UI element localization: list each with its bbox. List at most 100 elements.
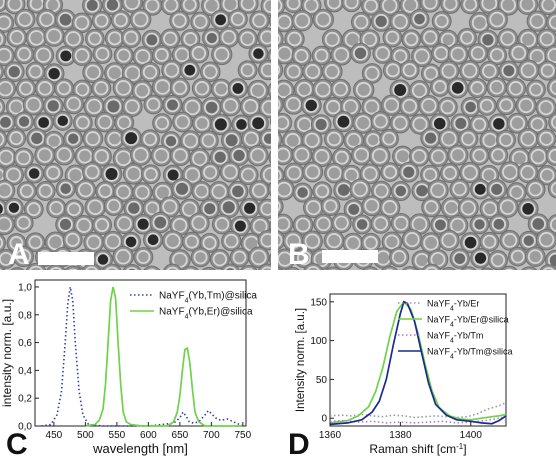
particle-b: [381, 265, 398, 270]
plot-frame: [34, 279, 247, 427]
particle-a: [257, 27, 271, 48]
particle-a: [140, 129, 160, 150]
series-line-1: [85, 286, 243, 427]
particle-a: [91, 10, 112, 31]
particle-b: [437, 96, 458, 118]
x-tick-label: 450: [46, 430, 63, 441]
particle-b: [479, 198, 501, 219]
particle-a: [211, 214, 233, 235]
particle-a: [34, 78, 56, 99]
particle-a: [71, 12, 93, 34]
particle-b: [429, 77, 450, 97]
particle-a: [219, 161, 241, 183]
particle-a: [36, 8, 58, 30]
particle-b: [467, 78, 488, 98]
particle-a: [162, 164, 184, 186]
particle-a: [23, 199, 44, 220]
tem-particles-a: [0, 0, 271, 270]
particle-b: [457, 197, 479, 219]
particle-a: [120, 127, 142, 149]
particle-b: [278, 112, 293, 133]
particle-a: [140, 164, 161, 185]
particle-a: [0, 146, 17, 168]
particle-a: [228, 145, 250, 166]
particle-b: [506, 112, 528, 134]
particle-b: [409, 146, 430, 167]
particle-b: [515, 94, 537, 117]
particle-a: [248, 43, 269, 64]
particle-b: [379, 197, 401, 219]
particle-b: [547, 178, 556, 199]
particle-a: [0, 265, 6, 270]
panel-label-d: D: [288, 428, 310, 461]
particle-b: [411, 250, 433, 270]
particle-b: [292, 214, 314, 236]
particle-a: [74, 145, 96, 167]
x-tick-label: 700: [203, 430, 220, 441]
particle-b: [302, 161, 324, 183]
particle-a: [160, 28, 181, 49]
legend-label: NaYF4-Yb/Er: [427, 299, 479, 313]
chart-raman-spectra: 1360 1380 1400 0 50 100 150 Raman shift [cm-1] I…: [278, 272, 556, 472]
particle-a: [122, 163, 145, 185]
particle-b: [379, 128, 399, 149]
particle-a: [239, 265, 258, 270]
particle-b: [392, 145, 414, 167]
particle-a: [268, 14, 271, 27]
particle-a: [198, 130, 219, 151]
particle-b: [447, 43, 469, 65]
particle-b: [301, 230, 323, 252]
particle-b: [449, 248, 470, 269]
particle-a: [201, 97, 223, 119]
particle-b: [536, 28, 556, 50]
particle-a: [221, 230, 242, 252]
particle-b: [332, 147, 352, 168]
particle-a: [122, 264, 142, 270]
particle-b: [537, 165, 556, 186]
particle-b: [311, 146, 333, 167]
particle-b: [311, 45, 332, 66]
particle-b: [431, 43, 452, 64]
particle-a: [100, 163, 123, 185]
particle-a: [220, 95, 242, 117]
particle-a: [179, 60, 200, 81]
particle-b: [527, 114, 548, 135]
particle-a: [112, 245, 134, 268]
particle-b: [283, 61, 304, 82]
particle-b: [278, 29, 284, 49]
particle-b: [301, 129, 323, 151]
particle-b: [333, 179, 355, 201]
particle-b: [409, 80, 430, 101]
particle-b: [359, 163, 381, 185]
particle-b: [278, 95, 284, 114]
particle-a: [121, 96, 143, 117]
particle-b: [278, 266, 284, 270]
particle-a: [3, 164, 24, 186]
particle-b: [487, 250, 509, 270]
particle-a: [62, 229, 83, 250]
particle-a: [103, 195, 124, 216]
particle-a: [0, 12, 15, 33]
particle-b: [323, 230, 345, 252]
particle-b: [411, 45, 433, 68]
particle-b: [450, 113, 472, 134]
particle-a: [210, 113, 232, 136]
particle-b: [313, 213, 334, 235]
particle-a: [0, 78, 17, 100]
particle-a: [73, 112, 93, 133]
particle-b: [352, 79, 375, 101]
particle-a: [249, 215, 271, 237]
particle-b: [430, 214, 451, 236]
particle-a: [181, 265, 199, 270]
series-line-3: [329, 300, 507, 426]
particle-a: [217, 196, 240, 219]
particle-a: [190, 11, 211, 32]
particle-b: [525, 179, 546, 200]
particle-b: [408, 213, 431, 235]
particle-b: [428, 146, 449, 167]
y-tick-label: 100: [310, 336, 327, 347]
particle-a: [237, 0, 259, 14]
particle-b: [380, 94, 403, 116]
particle-b: [545, 12, 556, 33]
particle-b: [537, 60, 556, 81]
